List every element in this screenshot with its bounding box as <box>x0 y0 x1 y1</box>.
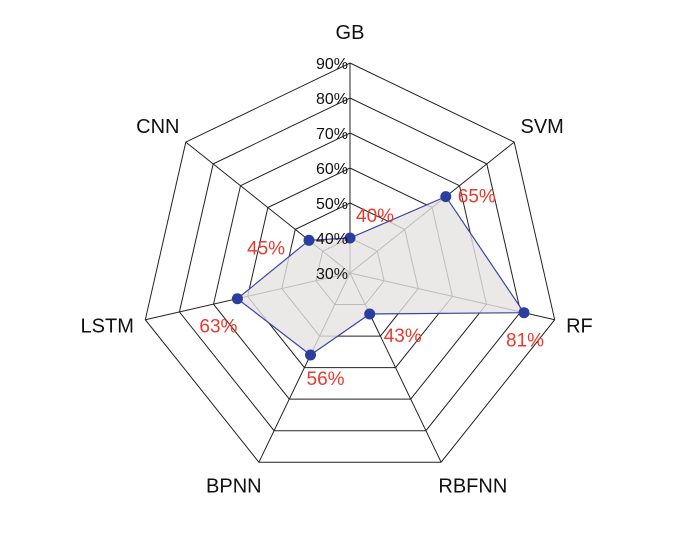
tick-label-80: 80% <box>316 91 348 108</box>
tick-label-40: 40% <box>316 231 348 248</box>
data-point-rf <box>518 307 530 319</box>
category-label-bpnn: BPNN <box>206 476 262 498</box>
grid-ring-80 <box>178 97 522 432</box>
category-label-cnn: CNN <box>136 116 179 138</box>
data-point-gb <box>344 232 356 244</box>
category-label-svm: SVM <box>521 116 564 138</box>
series-markers <box>231 191 530 361</box>
data-labels: 40% 65% 81% 43% 56% 63% 45% <box>199 187 544 390</box>
data-point-bpnn <box>305 349 316 361</box>
tick-label-30: 30% <box>316 266 348 283</box>
value-label-rbfnn: 43% <box>384 326 422 347</box>
radial-tick-labels: 30% 40% 50% 60% 70% 80% 90% <box>316 56 348 283</box>
tick-label-60: 60% <box>316 161 348 178</box>
grid-ring-90 <box>144 62 556 463</box>
grid-ring-70 <box>212 132 488 400</box>
data-point-rbfnn <box>364 308 376 320</box>
category-label-rf: RF <box>566 316 593 338</box>
value-label-rf: 81% <box>506 331 544 352</box>
value-label-svm: 65% <box>458 187 496 208</box>
value-label-cnn: 45% <box>247 238 285 259</box>
data-point-cnn <box>303 234 315 246</box>
category-labels: GB SVM RF RBFNN BPNN LSTM CNN <box>81 22 593 498</box>
value-label-gb: 40% <box>356 206 394 227</box>
tick-label-70: 70% <box>316 126 348 143</box>
series-area <box>236 195 526 356</box>
data-point-svm <box>440 191 452 203</box>
category-label-lstm: LSTM <box>81 316 134 338</box>
category-label-gb: GB <box>336 22 365 44</box>
tick-label-90: 90% <box>316 56 348 73</box>
value-label-bpnn: 56% <box>307 369 345 390</box>
value-label-lstm: 63% <box>199 317 237 338</box>
data-point-lstm <box>231 293 243 305</box>
category-label-rbfnn: RBFNN <box>438 476 507 498</box>
series-polygon <box>236 195 526 356</box>
tick-label-50: 50% <box>316 196 348 213</box>
